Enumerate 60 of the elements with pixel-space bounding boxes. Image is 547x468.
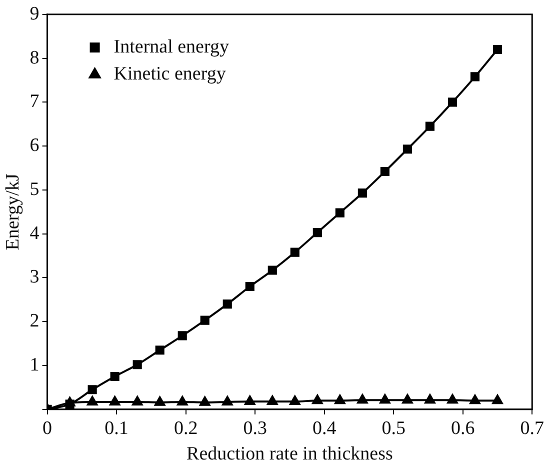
point	[424, 394, 436, 404]
y-tick-label: 8	[30, 47, 40, 68]
x-tick-label: 0.4	[312, 418, 337, 439]
y-tick-label: 4	[30, 222, 40, 244]
x-tick-label: 0.6	[450, 418, 475, 439]
point	[267, 396, 278, 405]
point	[358, 188, 367, 198]
legend-label: Internal energy	[114, 36, 230, 58]
y-tick-label: 1	[30, 354, 40, 376]
point	[380, 166, 390, 176]
point	[425, 122, 434, 131]
point	[222, 396, 233, 406]
y-axis-title: Energy/kJ	[2, 174, 24, 250]
x-tick-label: 0.2	[174, 418, 198, 439]
y-tick-label: 2	[30, 310, 40, 332]
point	[132, 360, 142, 370]
point	[245, 282, 254, 292]
point	[470, 72, 480, 82]
x-tick-label: 0.3	[243, 418, 267, 439]
point	[200, 316, 210, 325]
point	[335, 208, 344, 218]
point	[470, 394, 480, 404]
point	[200, 396, 210, 406]
x-tick-label: 0	[42, 418, 52, 439]
point	[222, 300, 232, 309]
point	[65, 400, 74, 409]
point	[110, 372, 120, 382]
point	[110, 396, 120, 406]
point	[402, 144, 412, 154]
x-tick-label: 0.5	[382, 418, 406, 439]
point	[447, 394, 458, 404]
point	[132, 396, 143, 406]
point	[154, 396, 166, 406]
point	[268, 266, 277, 275]
point	[88, 385, 97, 394]
point	[492, 394, 503, 404]
point	[492, 44, 502, 54]
y-tick-label: 9	[30, 3, 40, 24]
y-tick-label: 5	[30, 178, 40, 200]
point	[402, 394, 413, 404]
point	[290, 396, 300, 405]
point	[380, 394, 390, 404]
point	[334, 394, 346, 404]
point	[448, 98, 458, 107]
point	[357, 394, 368, 404]
point	[312, 228, 322, 238]
y-tick-label: 3	[30, 266, 40, 288]
point	[290, 248, 300, 257]
legend-label: Kinetic energy	[114, 63, 226, 84]
point	[86, 396, 98, 406]
x-tick-label: 0.1	[104, 418, 128, 439]
y-tick-label: 7	[30, 91, 40, 112]
point	[312, 394, 323, 404]
point	[155, 346, 164, 355]
point	[177, 396, 188, 406]
y-tick-label: 6	[30, 135, 40, 156]
x-tick-label: 0.7	[520, 418, 544, 439]
x-axis-title: Reduction rate in thickness	[186, 444, 393, 465]
point	[178, 331, 187, 340]
point	[244, 396, 256, 405]
